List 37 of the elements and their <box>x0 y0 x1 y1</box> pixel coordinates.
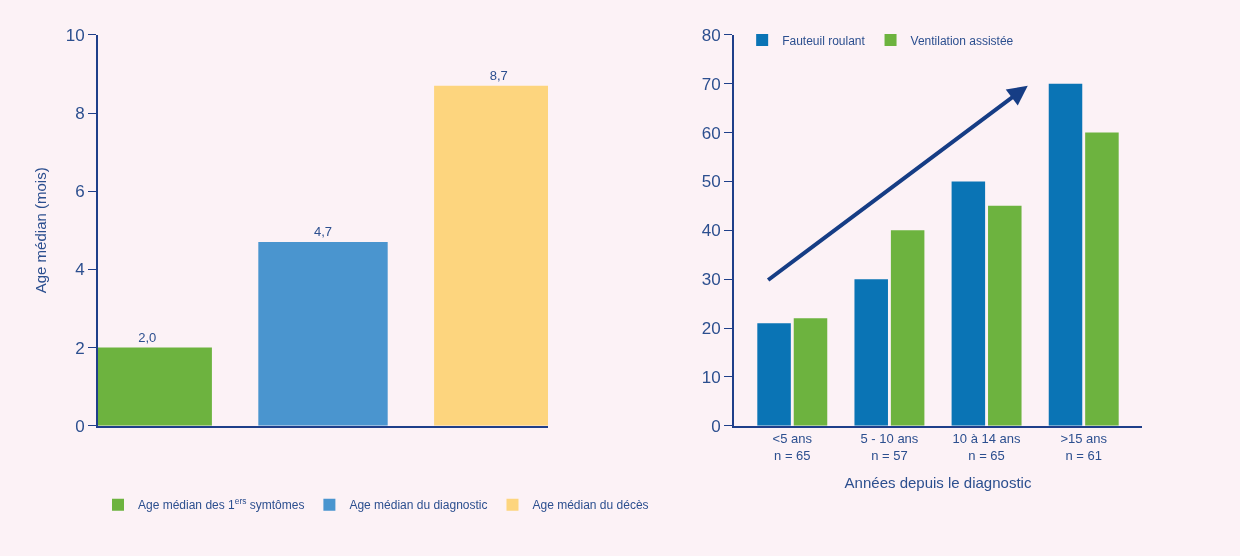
y-tick-label: 6 <box>75 182 85 202</box>
y-tick-label: 0 <box>75 416 85 436</box>
y-tick-label: 70 <box>701 74 721 94</box>
y-tick-label: 80 <box>701 25 721 45</box>
bar <box>793 318 828 426</box>
legend-label: Ventilation assistée <box>910 33 1014 48</box>
y-tick-label: 4 <box>75 260 85 280</box>
data-label: 8,7 <box>489 67 508 83</box>
y-tick-label: 0 <box>711 416 721 436</box>
y-tick-label: 10 <box>701 367 721 387</box>
data-label: 2,0 <box>138 329 157 345</box>
x-tick-label: <5 ans n = 65 <box>772 431 813 464</box>
x-tick-label: 10 à 14 ans n = 65 <box>952 431 1022 464</box>
data-label: 4,7 <box>313 224 333 240</box>
y-tick-label: 30 <box>701 270 721 290</box>
legend-label: Fauteuil roulant <box>782 33 866 48</box>
legend-label: Age médian du diagnostic <box>349 498 488 513</box>
x-tick-label: 5 - 10 ans n = 57 <box>860 431 919 464</box>
y-tick-label: 20 <box>701 319 721 338</box>
y-tick-label: 8 <box>75 103 85 123</box>
y-tick-label: 60 <box>701 123 721 143</box>
legend-label: Age médian du décès <box>532 498 649 513</box>
y-tick-label: 40 <box>701 221 721 241</box>
y-axis-title: Age médian (mois) <box>32 167 50 294</box>
y-tick-label: 10 <box>65 25 85 45</box>
bar <box>951 181 986 426</box>
bar <box>988 205 1022 426</box>
bar <box>890 230 925 426</box>
legend-label: Age médian des 1$^{ers}$ symtômes <box>138 496 305 513</box>
bar <box>1048 83 1083 426</box>
bar <box>1085 132 1119 426</box>
x-axis-title: Années depuis le diagnostic <box>844 473 1032 491</box>
y-tick-label: 2 <box>75 338 85 358</box>
x-tick-label: >15 ans n = 61 <box>1060 431 1108 464</box>
bar <box>854 279 888 426</box>
bar <box>757 323 791 426</box>
y-tick-label: 50 <box>701 172 721 192</box>
